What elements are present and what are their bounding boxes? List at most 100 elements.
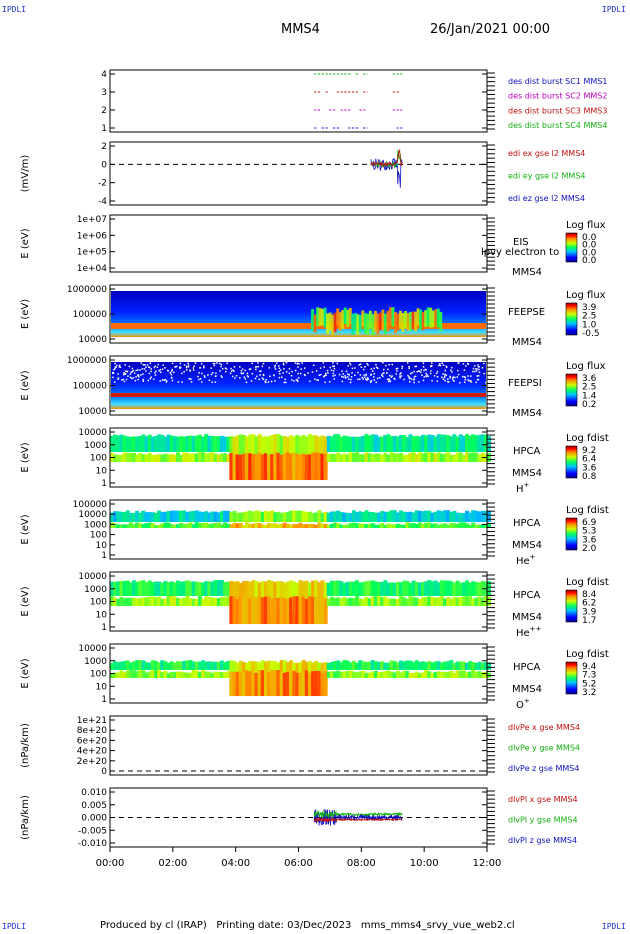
spectrogram-cell — [377, 596, 382, 606]
spectrogram-cell — [388, 363, 390, 366]
x-tick-label: 06:00 — [284, 858, 313, 869]
spectrogram-cell — [160, 434, 165, 452]
spectrogram-cell — [442, 378, 445, 380]
spectrogram-cell — [420, 371, 422, 373]
spectrogram-cell — [254, 597, 259, 624]
spectrogram-cell — [116, 435, 121, 452]
colorbar — [565, 445, 578, 479]
y-tick-label: 1000 — [84, 441, 107, 451]
spectrogram-cell — [475, 368, 477, 370]
spectrogram-cell — [339, 581, 344, 596]
spectrogram-cell — [358, 364, 360, 366]
colorbar-tick-label: 0.8 — [582, 472, 597, 482]
spectrogram-cell — [248, 434, 253, 470]
spectrogram-cell — [452, 672, 457, 678]
spectrogram-cell — [289, 435, 294, 470]
overlay-label: lpvy electron to — [481, 247, 559, 258]
spectrogram-cell — [274, 380, 276, 382]
spectrogram-cell — [150, 582, 155, 596]
spectrogram-cell — [179, 598, 184, 606]
spectrogram-cell — [116, 672, 121, 678]
spectrogram-cell — [187, 366, 190, 368]
spectrogram-cell — [144, 454, 149, 462]
spectrogram-cell — [294, 369, 297, 372]
spectrogram-cell — [420, 369, 422, 371]
spectrogram-cell — [403, 378, 405, 381]
spectrogram-cell — [113, 368, 115, 371]
spectrogram-cell — [282, 362, 285, 365]
spectrogram-cell — [358, 436, 363, 452]
spectrogram-cell — [199, 366, 201, 369]
y-tick-label: 1000 — [84, 520, 107, 530]
spectrogram-cell — [169, 661, 174, 670]
spectrogram-cell — [157, 434, 162, 452]
spectrogram-cell — [298, 362, 300, 365]
spectrogram-cell — [224, 367, 227, 369]
spectrogram-cell — [348, 597, 353, 606]
spectrogram-cell — [201, 598, 206, 606]
spectrogram-cell — [270, 380, 273, 383]
colorbar — [565, 302, 578, 336]
spectrogram-cell — [235, 512, 240, 522]
spectrogram-cell — [135, 436, 140, 452]
spectrogram-cell — [377, 436, 382, 452]
spectrogram-cell — [141, 434, 146, 452]
spectrogram-cell — [320, 580, 325, 614]
instrument-label: HPCA — [513, 590, 541, 601]
spectrogram-cell — [386, 511, 391, 522]
spectrogram-cell — [373, 596, 378, 606]
spectrogram-cell — [314, 671, 319, 696]
spectrogram-cell — [263, 671, 268, 696]
spectrogram-cell — [125, 670, 130, 678]
spectrogram-cell — [282, 364, 285, 366]
spectrogram-cell — [267, 511, 272, 522]
spectrogram-cell — [320, 453, 325, 480]
spectrogram-cell — [197, 671, 202, 678]
spectrogram-cell — [348, 374, 350, 376]
spectrogram-cell — [289, 597, 294, 624]
spectrogram-cell — [122, 580, 127, 596]
spectrogram-cell — [245, 453, 250, 480]
spectrogram-cell — [487, 580, 491, 596]
spectrogram-cell — [422, 379, 425, 382]
spectrogram-cell — [393, 377, 395, 380]
spectrogram-cell — [458, 670, 463, 678]
spectrogram-cell — [421, 511, 426, 522]
spectrogram-cell — [375, 366, 378, 369]
spectrogram-cell — [389, 374, 391, 377]
spectrogram-cell — [316, 379, 318, 381]
spectrogram-cell — [392, 582, 397, 596]
spectrogram-cell — [399, 376, 401, 379]
spectrogram-cell — [229, 524, 234, 528]
spectrogram-cell — [147, 596, 152, 606]
spacecraft-label: MMS4 — [512, 684, 542, 695]
spectrogram-cell — [270, 435, 275, 470]
spectrogram-cell — [267, 436, 272, 470]
spectrogram-cell — [194, 598, 199, 606]
spectrogram-cell — [347, 373, 349, 375]
spectrogram-cell — [297, 372, 299, 375]
spectrogram-cell — [361, 598, 366, 606]
spectrogram-cell — [127, 375, 129, 377]
spectrogram-cell — [431, 310, 435, 328]
edi-series — [370, 149, 403, 169]
colorbar-tick-label: 3.6 — [582, 463, 597, 473]
spectrogram-cell — [282, 522, 287, 528]
spectrogram-cell — [135, 510, 140, 522]
spectrogram-cell — [458, 522, 463, 528]
spectrogram-cell — [241, 672, 246, 696]
spectrogram-cell — [391, 307, 395, 327]
spectrogram-cell — [213, 661, 218, 670]
spectrogram-cell — [336, 523, 341, 528]
spectrogram-cell — [417, 510, 422, 522]
spectrogram-cell — [409, 311, 413, 332]
spectrogram-cell — [163, 670, 168, 678]
spectrogram-cell — [345, 436, 350, 452]
spectrogram-cell — [125, 580, 130, 596]
spectrogram-cell — [207, 452, 212, 462]
spectrogram-cell — [411, 512, 416, 522]
spectrogram-cell — [477, 374, 480, 377]
spectrogram-cell — [125, 597, 130, 606]
spectrogram-cell — [114, 367, 116, 370]
